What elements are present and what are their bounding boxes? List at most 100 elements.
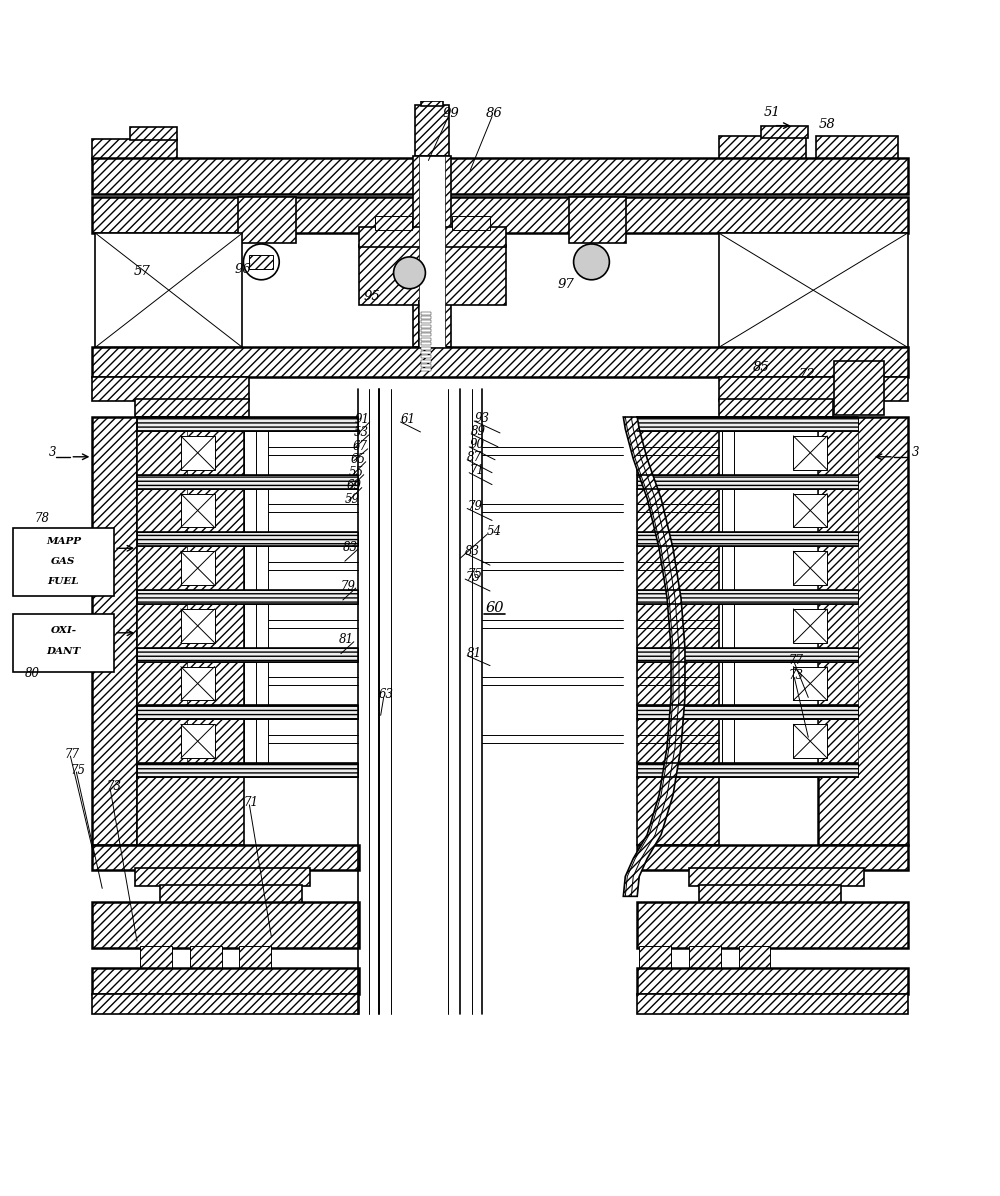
- Text: 81: 81: [467, 647, 482, 660]
- Text: 59: 59: [345, 493, 360, 506]
- Bar: [239, 946, 271, 968]
- Bar: [419, 157, 445, 347]
- Bar: [436, 227, 506, 246]
- Bar: [359, 227, 428, 246]
- Bar: [793, 551, 827, 585]
- Bar: [137, 590, 358, 604]
- Bar: [421, 334, 431, 336]
- Bar: [818, 547, 858, 590]
- Text: 83: 83: [343, 541, 358, 554]
- Bar: [137, 719, 187, 763]
- Bar: [421, 337, 431, 341]
- Bar: [418, 300, 434, 349]
- Bar: [793, 609, 827, 642]
- Bar: [379, 389, 448, 1014]
- Bar: [421, 355, 431, 359]
- Circle shape: [394, 257, 425, 288]
- Bar: [719, 233, 908, 347]
- Text: 91: 91: [355, 414, 370, 427]
- Bar: [793, 725, 827, 758]
- Bar: [816, 135, 898, 159]
- Bar: [181, 725, 215, 758]
- Bar: [92, 158, 908, 194]
- Text: 53: 53: [354, 427, 369, 439]
- Bar: [818, 431, 858, 475]
- Text: 69: 69: [347, 480, 362, 492]
- Bar: [719, 399, 833, 417]
- Bar: [137, 604, 187, 648]
- Bar: [415, 105, 449, 157]
- Bar: [421, 316, 431, 319]
- Text: 80: 80: [25, 667, 40, 681]
- Bar: [793, 435, 827, 470]
- Bar: [569, 197, 626, 243]
- Bar: [637, 706, 858, 719]
- Text: 75: 75: [467, 568, 482, 580]
- Bar: [637, 763, 858, 777]
- Bar: [793, 494, 827, 527]
- Bar: [137, 706, 358, 719]
- Bar: [135, 868, 310, 886]
- Bar: [160, 885, 302, 903]
- Text: 78: 78: [35, 512, 50, 525]
- Bar: [689, 946, 721, 968]
- Bar: [699, 885, 841, 903]
- Text: 81: 81: [339, 633, 354, 646]
- Text: 99: 99: [442, 108, 459, 121]
- Bar: [130, 127, 177, 140]
- Bar: [249, 255, 273, 269]
- Bar: [359, 245, 506, 305]
- Bar: [137, 532, 358, 547]
- Text: 57: 57: [134, 266, 150, 279]
- Text: 73: 73: [106, 781, 121, 793]
- Text: 77: 77: [788, 654, 803, 667]
- Bar: [421, 342, 431, 346]
- Bar: [13, 529, 114, 596]
- Text: OXI-: OXI-: [50, 627, 76, 635]
- Text: 73: 73: [788, 669, 803, 682]
- Text: 3: 3: [912, 446, 919, 459]
- Bar: [637, 994, 908, 1014]
- Bar: [421, 100, 443, 105]
- Text: 93: 93: [474, 413, 489, 426]
- Text: 71: 71: [243, 797, 258, 810]
- Bar: [137, 417, 358, 431]
- Bar: [818, 604, 858, 648]
- Text: 71: 71: [469, 464, 484, 477]
- Bar: [421, 364, 431, 367]
- Bar: [719, 377, 908, 401]
- Bar: [92, 417, 137, 844]
- Bar: [637, 648, 858, 661]
- Text: 79: 79: [467, 500, 482, 513]
- Text: 75: 75: [70, 763, 85, 776]
- Circle shape: [574, 244, 609, 280]
- Text: DANT: DANT: [46, 647, 81, 657]
- Bar: [639, 946, 671, 968]
- Text: 90: 90: [469, 439, 484, 451]
- Bar: [637, 417, 858, 431]
- Bar: [818, 417, 908, 844]
- Bar: [637, 590, 858, 604]
- Text: 60: 60: [485, 600, 504, 615]
- Text: 55: 55: [349, 466, 364, 480]
- Bar: [13, 614, 114, 672]
- Bar: [413, 157, 451, 347]
- Bar: [818, 489, 858, 532]
- Text: 75: 75: [465, 570, 480, 584]
- Bar: [137, 475, 358, 489]
- Text: 72: 72: [798, 367, 815, 380]
- Bar: [421, 329, 431, 332]
- Bar: [637, 417, 719, 844]
- Bar: [421, 368, 431, 372]
- Bar: [92, 902, 359, 948]
- Bar: [92, 347, 908, 377]
- Bar: [137, 489, 187, 532]
- Bar: [181, 666, 215, 701]
- Bar: [793, 666, 827, 701]
- Bar: [95, 233, 242, 347]
- Bar: [421, 321, 431, 323]
- Text: 95: 95: [364, 291, 381, 303]
- Text: 63: 63: [379, 688, 394, 701]
- Text: 83: 83: [465, 544, 480, 557]
- Bar: [637, 532, 858, 547]
